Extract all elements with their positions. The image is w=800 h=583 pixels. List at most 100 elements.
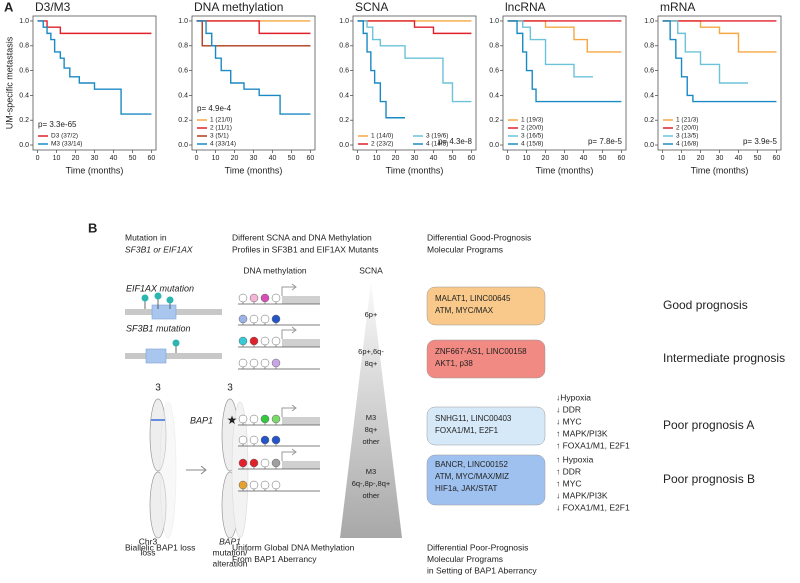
x-axis-label: Time (months) [225,165,283,175]
column-footer: in Setting of BAP1 Aberrancy [427,565,537,575]
survival-curve [37,20,152,35]
pathway-change: ↑ DDR [556,466,581,476]
program-box [426,406,546,446]
pathway-change: ↑ FOXA1/M1, E2F1 [556,440,630,450]
pathway-change: ↑ MAPK/PI3K [556,428,608,438]
x-tick-label: 60 [773,155,781,162]
chart-title: mRNA [660,0,695,14]
x-tick-label: 0 [356,155,360,162]
survival-curve [357,20,472,35]
x-tick-label: 30 [411,155,419,162]
scna-label: M3 [366,413,376,422]
survival-curve [196,20,311,35]
prognosis-label: Poor prognosis B [663,472,755,486]
cpg-site [238,358,248,368]
lollipop-head [172,339,180,347]
legend-label: 4 (33/14) [210,141,236,148]
y-tick-label: 0.6 [339,67,349,74]
y-tick-label: 1.0 [19,18,29,25]
cpg-site [238,480,248,490]
program-text: MALAT1, LINC00645 [435,294,511,303]
p-value: p= 3.3e-65 [38,120,77,129]
column-footer: Molecular Programs [427,554,503,564]
program-box [426,286,546,326]
y-tick-label: 0.0 [178,142,188,149]
pathway-change: ↓ MYC [556,416,582,426]
legend-label: 3 (19/6) [426,133,448,140]
legend-label: 2 (20/0) [521,125,543,132]
chromosome-caption: Chr3 [139,536,158,546]
x-tick-label: 40 [580,155,588,162]
survival-curve [507,20,622,103]
program-text: ATM, MYC/MAX [435,306,494,315]
x-tick-label: 50 [599,155,607,162]
x-tick-label: 60 [468,155,476,162]
program-text: BANCR, LINC00152 [435,460,508,469]
x-tick-label: 60 [307,155,315,162]
pathway-change: ↓Hypoxia [556,392,591,402]
p-value: p= 4.3e-8 [438,137,473,146]
program-box [426,454,546,506]
y-tick-label: 0.2 [19,117,29,124]
cpg-site [238,435,248,445]
y-tick-label: 0.4 [19,92,29,99]
pathway-change: ↓ FOXA1/M1, E2F1 [556,502,630,512]
legend-label: 2 (11/1) [210,125,232,132]
cpg-site [271,358,281,368]
cpg-site [238,293,248,303]
y-tick-label: 1.0 [644,18,654,25]
cpg-site [238,314,248,324]
column-footer: Biallelic BAP1 loss [125,542,195,552]
program-text: ATM, MYC/MAX/MIZ [435,472,509,481]
x-tick-label: 10 [373,155,381,162]
x-tick-label: 10 [53,155,61,162]
column-header: Different SCNA and DNA Methylation [232,232,372,242]
y-tick-label: 0.8 [339,43,349,50]
column-footer: Uniform Global DNA Methylation [232,542,355,552]
program-text: FOXA1/M1, E2F1 [435,426,499,435]
y-tick-label: 0.2 [489,117,499,124]
mutation-star: ★ [227,413,238,427]
p-value: p= 3.9e-5 [743,137,778,146]
legend-label: 4 (15/8) [521,141,543,148]
survival-curve [37,20,152,115]
chart-title: D3/M3 [35,0,71,14]
y-tick-label: 0.4 [339,92,349,99]
chromosome-ghost [159,401,177,539]
chromosome-caption: loss [140,547,155,557]
column-header: Profiles in SF3B1 and EIF1AX Mutants [232,244,378,254]
x-tick-label: 20 [72,155,80,162]
column-footer: Differential Poor-Prognosis [427,542,528,552]
y-tick-label: 0.6 [178,67,188,74]
x-tick-label: 0 [195,155,199,162]
lollipop-head [166,296,174,304]
cpg-site [238,414,248,424]
methylation-title: DNA methylation [243,265,307,275]
chromosome-number: 3 [155,383,161,394]
exon [282,296,320,304]
cpg-site [238,458,248,468]
legend-label: 1 (21/0) [210,117,232,124]
cpg-site [260,435,270,445]
scna-label: other [362,437,380,446]
panel-label: B [88,220,97,235]
program-text: AKT1, p38 [435,359,473,368]
cpg-site [271,480,281,490]
x-tick-label: 60 [618,155,626,162]
cpg-site [260,480,270,490]
column-header: Molecular Programs [427,244,503,254]
pathway-change: ↓ DDR [556,404,581,414]
cpg-site [249,336,259,346]
y-tick-label: 0.2 [339,117,349,124]
legend-label: 2 (23/2) [371,141,393,148]
gene-body [125,353,222,359]
y-tick-label: 0.0 [644,142,654,149]
x-tick-label: 40 [430,155,438,162]
x-tick-label: 0 [661,155,665,162]
cpg-site [271,458,281,468]
column-header: Mutation in [125,232,167,242]
scna-label: 6p+ [365,310,378,319]
gene-domain [151,304,177,320]
x-tick-label: 20 [392,155,400,162]
